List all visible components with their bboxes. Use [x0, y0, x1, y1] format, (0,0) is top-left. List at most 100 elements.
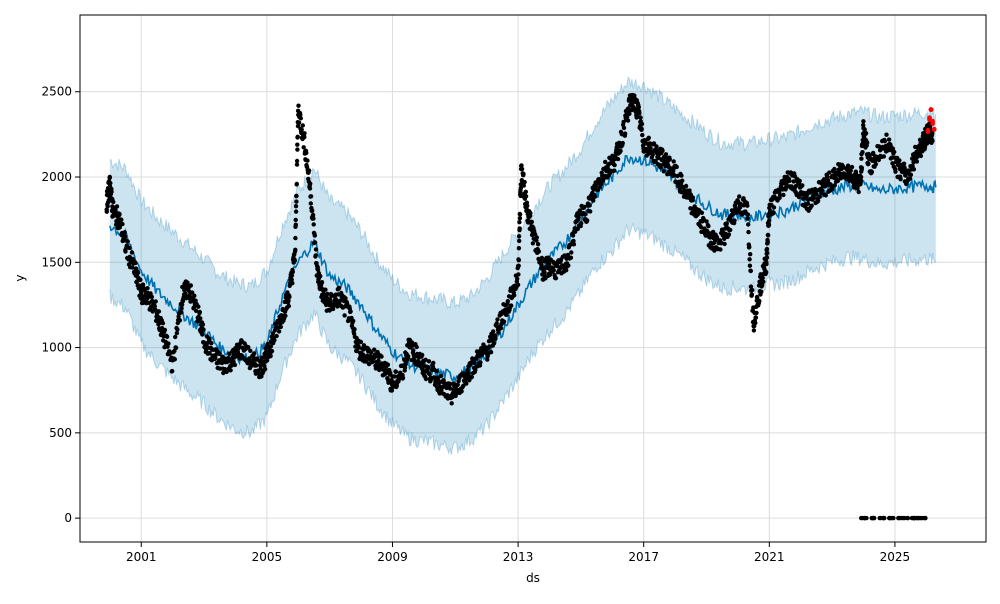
observed-point	[516, 234, 522, 239]
observed-point	[728, 227, 733, 233]
observed-point	[873, 162, 878, 167]
observed-point	[551, 268, 556, 273]
observed-point	[312, 240, 318, 245]
observed-point	[108, 180, 113, 186]
observed-point	[667, 157, 672, 162]
y-tick-label: 2000	[41, 170, 72, 184]
observed-point	[493, 336, 498, 341]
observed-zero-point	[905, 515, 910, 521]
observed-zero-point	[919, 515, 924, 521]
observed-point	[568, 255, 574, 260]
uncertainty-lower-line	[109, 222, 937, 456]
observed-point	[658, 165, 663, 170]
observed-point	[766, 222, 772, 227]
observed-point	[376, 358, 381, 363]
observed-point	[125, 239, 130, 244]
observed-point	[488, 350, 494, 355]
observed-point	[293, 247, 298, 252]
observed-point	[516, 246, 522, 251]
observed-point	[392, 374, 397, 379]
observed-point	[177, 318, 183, 323]
observed-point	[671, 172, 677, 178]
observed-point	[582, 212, 588, 217]
observed-point	[542, 270, 547, 275]
observed-point	[819, 187, 825, 193]
observed-point	[247, 356, 252, 361]
observed-zero-point	[880, 515, 886, 521]
observed-point	[512, 293, 517, 298]
observed-point	[797, 178, 802, 184]
observed-point	[620, 140, 625, 146]
observed-point	[249, 363, 254, 368]
observed-point	[858, 178, 863, 183]
observed-point	[388, 370, 393, 376]
observed-point	[576, 215, 581, 220]
observed-point	[173, 345, 179, 350]
observed-point	[832, 166, 837, 172]
observed-point	[420, 352, 425, 358]
x-tick-label: 2005	[252, 550, 283, 564]
x-tick-label: 2021	[754, 550, 785, 564]
observed-point	[536, 249, 542, 254]
observed-point	[522, 179, 527, 185]
observed-point	[327, 308, 332, 313]
observed-point	[760, 275, 765, 281]
observed-point	[860, 150, 865, 155]
observed-point	[318, 273, 323, 279]
observed-point	[726, 232, 732, 237]
observed-point	[438, 373, 444, 379]
observed-point	[409, 340, 415, 345]
x-tick-label: 2009	[377, 550, 408, 564]
observed-point	[671, 169, 676, 174]
y-tick-label: 1500	[41, 255, 72, 269]
observed-point	[661, 169, 666, 174]
observed-point	[866, 161, 871, 166]
observed-point	[153, 299, 158, 304]
observed-point	[765, 250, 770, 256]
observed-point	[293, 204, 299, 209]
observed-point	[622, 131, 628, 136]
observed-zero-point	[896, 515, 901, 521]
y-axis: 0 500 1000 1500 2000 2500	[41, 85, 80, 525]
observed-point	[423, 376, 429, 382]
observed-point	[105, 204, 110, 209]
observed-point	[342, 313, 347, 318]
observed-point	[308, 181, 313, 186]
observed-point	[372, 347, 377, 352]
observed-point	[269, 348, 275, 354]
observed-point	[747, 263, 753, 268]
observed-point	[908, 172, 914, 177]
observed-point	[310, 208, 315, 213]
observed-point	[412, 354, 417, 360]
observed-point	[856, 189, 861, 195]
observed-point	[884, 132, 889, 137]
observed-point	[759, 289, 764, 294]
observed-point	[164, 334, 170, 339]
observed-point	[289, 277, 294, 282]
observed-point	[306, 168, 312, 173]
observed-point	[757, 298, 762, 304]
observed-point	[294, 181, 299, 187]
observed-point	[449, 401, 454, 406]
plot-frame	[79, 14, 987, 543]
observed-point	[308, 194, 314, 199]
observed-point	[293, 217, 298, 223]
x-axis-title: ds	[526, 571, 540, 585]
observed-point	[597, 177, 602, 182]
observed-point	[173, 334, 178, 340]
observed-point	[262, 366, 268, 372]
observed-point	[745, 212, 751, 217]
observed-point	[817, 194, 822, 199]
observed-point	[651, 141, 657, 146]
observed-point	[815, 198, 821, 203]
observed-zero-point	[889, 515, 894, 521]
observed-point	[764, 246, 770, 252]
observed-point	[636, 105, 641, 110]
observed-point	[369, 350, 374, 355]
observed-point	[370, 359, 375, 364]
observed-point	[529, 219, 534, 225]
observed-point	[734, 210, 740, 215]
y-tick-label: 2500	[41, 85, 72, 99]
observed-point	[431, 360, 436, 366]
observed-point	[761, 279, 766, 284]
